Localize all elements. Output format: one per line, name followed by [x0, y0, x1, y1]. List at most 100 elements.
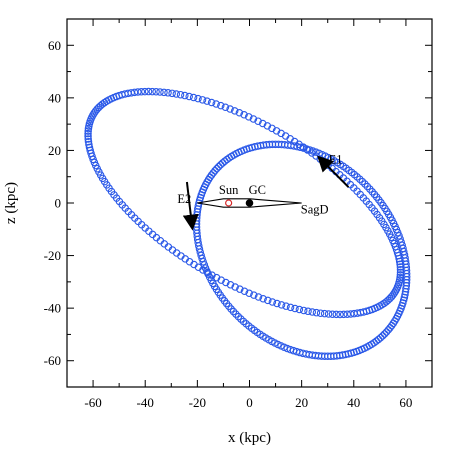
orbit-point: [84, 135, 92, 143]
y-tick-label: 60: [48, 38, 61, 53]
orbit-point: [235, 109, 244, 117]
y-tick-label: -20: [44, 248, 61, 263]
orbit-point: [336, 310, 344, 319]
orbit-point: [328, 310, 337, 318]
orbit-point: [397, 238, 405, 246]
x-axis-title: x (kpc): [228, 430, 271, 446]
axes-layer: -60 -40 -20 0 20 40 60 -60 -40 -20 0 20 40 60: [44, 18, 433, 410]
annotation-e1: E1: [329, 153, 343, 167]
y-tick-label: -40: [44, 301, 61, 316]
orbit-point: [156, 88, 164, 96]
orbit-point: [312, 308, 321, 317]
orbit-point: [299, 306, 308, 315]
x-tick-label: 40: [347, 395, 360, 410]
y-tick-label: 40: [48, 90, 61, 105]
orbit-point: [181, 91, 189, 100]
orbit-layer: [84, 87, 411, 361]
orbit-point: [189, 93, 198, 102]
annotation-sun: Sun: [219, 183, 239, 197]
x-tick-label: -20: [189, 395, 206, 410]
orbit-point: [198, 96, 207, 104]
annotation-e2: E2: [177, 192, 191, 206]
gc-point: [245, 199, 254, 207]
y-tick-label: 20: [48, 143, 61, 158]
arrows-layer: [182, 155, 350, 231]
annotations-layer: E1 E2 Sun GC SagD: [177, 153, 342, 217]
orbit-point: [164, 89, 172, 97]
orbit-point: [378, 332, 387, 340]
orbit-point: [84, 129, 92, 138]
orbit-point: [263, 122, 272, 130]
orbit-point: [258, 119, 267, 128]
orbit-point: [339, 310, 348, 319]
orbit-point: [361, 180, 369, 188]
orbit-point: [176, 90, 185, 99]
orbit-point: [254, 293, 263, 301]
orbit-point: [332, 310, 341, 319]
orbit-point: [216, 161, 225, 169]
orbit-point: [390, 289, 399, 297]
orbit-point: [249, 115, 258, 123]
orbit-point: [240, 111, 248, 119]
orbit-point: [376, 333, 385, 342]
orbit-point: [236, 285, 244, 293]
x-tick-label: -60: [84, 395, 101, 410]
orbit-point: [172, 90, 181, 98]
e1-arrow: [317, 155, 350, 188]
orbit-point: [152, 88, 160, 96]
orbit-point: [203, 97, 211, 105]
orbit-point: [396, 235, 404, 243]
orbit-point: [324, 310, 333, 318]
x-tick-label: -40: [137, 395, 154, 410]
orbit-point: [308, 308, 317, 316]
orbit-point: [199, 257, 207, 266]
y-tick-label: 0: [55, 196, 62, 211]
orbit-point: [84, 132, 92, 141]
orbit-point: [316, 309, 325, 317]
small-orbit-layer: [197, 198, 302, 208]
orbit-point: [141, 87, 149, 96]
orbit-point: [217, 101, 225, 110]
orbit-point: [84, 127, 92, 135]
orbit-point: [277, 301, 286, 309]
orbit-point: [304, 307, 312, 316]
orbit-point: [295, 305, 304, 314]
orbit-point: [231, 283, 239, 291]
orbit-point: [218, 159, 227, 167]
orbit-point: [320, 309, 329, 318]
orbit-point: [160, 88, 168, 97]
orbit-point: [268, 298, 277, 306]
orbit-point: [282, 302, 290, 310]
orbit-point: [234, 312, 243, 321]
annotation-gc: GC: [249, 183, 266, 197]
y-tick-label: -60: [44, 353, 61, 368]
annotation-sagd: SagD: [301, 203, 329, 217]
satellite-orbit-line: [197, 198, 302, 208]
orbit-point: [84, 137, 93, 146]
y-axis-title: z (kpc): [3, 182, 19, 224]
orbit-point: [245, 113, 253, 121]
orbit-point: [207, 98, 216, 107]
x-tick-label: 20: [295, 395, 308, 410]
orbit-point: [232, 310, 240, 318]
orbit-point: [84, 124, 93, 133]
orbit-point: [90, 109, 99, 117]
e2-arrow: [182, 181, 199, 231]
orbit-point: [230, 107, 239, 115]
orbit-point: [226, 105, 234, 113]
orbit-point: [222, 278, 230, 287]
orbit-point: [217, 276, 225, 284]
orbit-point: [185, 92, 193, 101]
orbit-point: [194, 94, 202, 103]
key-points-layer: [225, 199, 254, 207]
orbit-point: [198, 254, 206, 263]
orbit-point: [273, 299, 281, 308]
sun-point: [225, 199, 233, 207]
orbit-point: [212, 100, 220, 108]
orbit-point: [264, 296, 272, 305]
orbit-point: [214, 162, 223, 171]
orbit-point: [226, 281, 235, 289]
orbit-point: [144, 87, 153, 96]
labels-layer: x (kpc) z (kpc): [3, 182, 271, 446]
